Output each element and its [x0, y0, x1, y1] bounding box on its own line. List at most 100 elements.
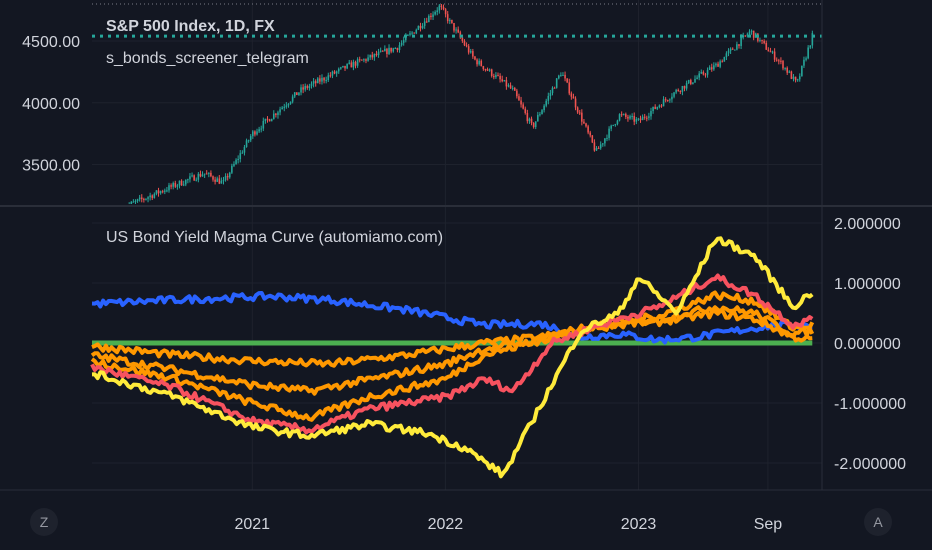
candle-body — [702, 72, 705, 75]
candle-body — [365, 59, 367, 61]
candle-body — [136, 199, 139, 201]
candle-body — [490, 69, 493, 76]
candle-body — [495, 75, 497, 78]
candle-body — [446, 14, 449, 22]
candle-body — [180, 180, 183, 186]
candle-body — [581, 112, 583, 122]
candle-body — [373, 53, 376, 58]
candle-body — [214, 179, 216, 182]
candle-body — [388, 47, 390, 54]
candle-body — [386, 48, 388, 54]
candle-body — [151, 195, 154, 198]
candle-body — [698, 73, 700, 78]
candle-body — [159, 191, 162, 194]
candle-body — [239, 153, 242, 160]
candle-body — [394, 48, 397, 50]
candle-body — [622, 114, 625, 116]
candle-body — [652, 106, 654, 112]
candle-body — [662, 99, 665, 107]
candle-body — [304, 86, 307, 90]
candle-body — [402, 40, 405, 43]
candle-body — [138, 197, 141, 200]
candle-body — [430, 15, 432, 18]
candle-body — [249, 136, 252, 141]
candle-body — [587, 126, 589, 133]
price-axis-tick-label: 4000.00 — [22, 96, 80, 113]
candle-body — [809, 45, 812, 48]
candle-body — [595, 148, 598, 151]
zoom-toggle-button[interactable]: Z — [30, 508, 58, 536]
candle-body — [379, 50, 382, 52]
candle-body — [193, 175, 195, 181]
candle-body — [522, 104, 524, 109]
candle-body — [618, 114, 621, 121]
candle-body — [191, 175, 193, 177]
indicator-series-line — [90, 305, 815, 396]
candle-body — [549, 93, 552, 96]
candle-body — [771, 51, 774, 53]
candle-body — [627, 116, 629, 119]
candle-body — [220, 180, 223, 184]
candle-body — [184, 179, 187, 185]
candle-body — [516, 90, 518, 97]
candle-body — [706, 70, 709, 75]
candle-body — [319, 78, 321, 82]
candle-body — [344, 65, 346, 69]
candle-body — [631, 116, 633, 118]
candle-body — [300, 87, 302, 93]
candle-body — [660, 105, 663, 107]
candle-body — [604, 138, 606, 144]
candle-body — [658, 105, 661, 107]
candle-body — [205, 173, 208, 175]
candle-body — [524, 108, 527, 114]
candle-body — [293, 92, 296, 97]
candle-body — [723, 57, 726, 62]
candle-body — [390, 47, 392, 52]
candle-body — [493, 75, 495, 78]
auto-scale-button[interactable]: A — [864, 508, 892, 536]
candle-body — [270, 118, 273, 122]
candle-body — [767, 49, 770, 52]
candle-body — [597, 148, 600, 150]
candle-body — [620, 114, 623, 116]
candle-body — [759, 39, 761, 41]
candle-body — [252, 131, 254, 137]
candle-body — [254, 131, 256, 135]
candle-body — [664, 99, 667, 101]
candle-body — [166, 190, 168, 192]
indicator-series-line — [90, 290, 815, 422]
indicator-series-line — [90, 273, 814, 435]
candle-body — [507, 85, 510, 87]
candle-body — [164, 190, 166, 192]
candle-body — [798, 76, 801, 80]
candle-body — [224, 176, 227, 181]
price-plot — [92, 4, 822, 204]
candle-body — [807, 47, 809, 59]
candle-body — [601, 143, 604, 145]
candle-body — [434, 12, 436, 15]
candle-body — [130, 201, 133, 204]
candle-body — [134, 200, 137, 202]
candle-body — [262, 120, 265, 129]
candle-body — [168, 185, 170, 191]
candle-body — [461, 37, 464, 41]
candle-body — [463, 40, 466, 46]
candle-body — [606, 137, 608, 139]
candle-body — [428, 15, 430, 23]
candle-body — [396, 48, 399, 51]
candle-body — [645, 117, 648, 119]
candle-body — [773, 51, 776, 60]
candle-body — [641, 116, 644, 121]
candle-body — [451, 19, 453, 23]
candle-body — [352, 61, 355, 68]
candle-body — [392, 48, 395, 52]
candle-body — [666, 100, 669, 102]
axes: 3500.00 4000.00 4500.00 2.000000 1.000000 0.0… — [0, 0, 932, 533]
candle-body — [784, 67, 786, 69]
candle-body — [438, 5, 441, 11]
candle-body — [231, 165, 233, 173]
candle-body — [518, 96, 520, 101]
candle-body — [283, 106, 286, 108]
candle-body — [275, 113, 277, 116]
candle-body — [329, 75, 332, 77]
